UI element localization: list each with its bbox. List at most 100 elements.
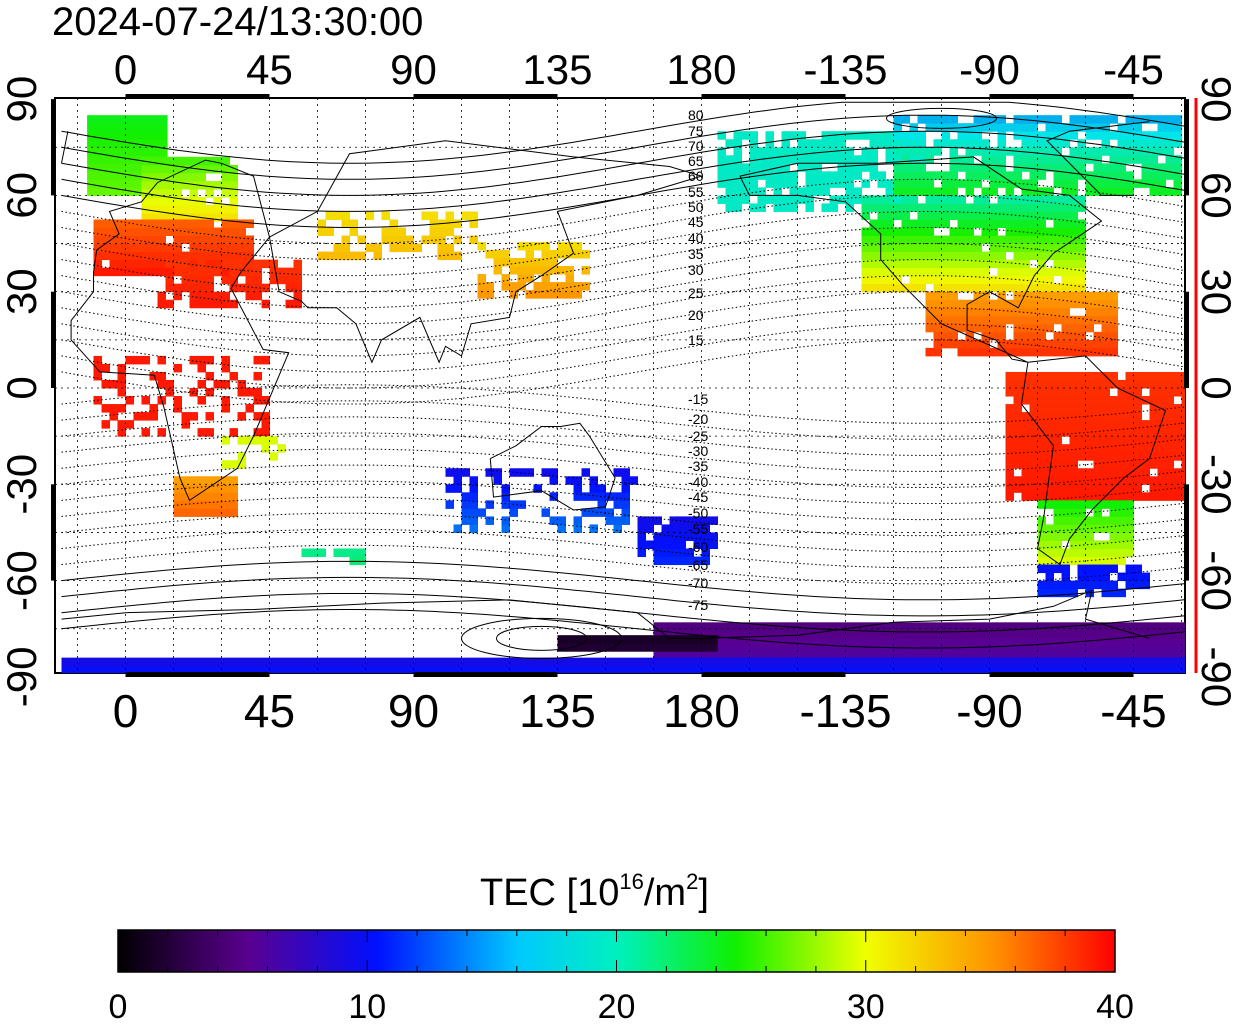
tec-cell: [997, 139, 1006, 148]
tec-cell: [869, 243, 878, 253]
tec-cell: [165, 156, 174, 166]
tec-cell: [1005, 243, 1014, 253]
tec-cell: [1085, 452, 1094, 461]
tec-cell: [949, 155, 958, 164]
tec-cell: [317, 251, 326, 261]
tec-cell: [205, 259, 214, 269]
tec-cell: [1181, 638, 1185, 647]
tec-cell: [517, 657, 526, 667]
tec-cell: [1013, 452, 1022, 461]
tec-cell: [781, 131, 790, 140]
tec-cell: [717, 155, 726, 164]
tec-cell: [1117, 492, 1126, 501]
tec-cell: [141, 227, 150, 237]
tec-cell: [1093, 540, 1102, 549]
tec-cell: [781, 163, 790, 172]
tec-cell: [1021, 476, 1030, 485]
tec-cell: [949, 267, 958, 277]
tec-cell: [1117, 412, 1126, 421]
tec-cell: [1045, 540, 1054, 549]
tec-cell: [221, 172, 230, 182]
tec-cell: [205, 371, 214, 381]
tec-cell: [1029, 219, 1038, 228]
tec-cell: [1045, 524, 1054, 533]
tec-cell: [1101, 548, 1110, 558]
tec-cell: [957, 275, 966, 285]
tec-cell: [189, 283, 198, 293]
tec-cell: [1109, 444, 1118, 453]
magnetic-contour: [61, 609, 1185, 649]
tec-cell: [101, 420, 110, 429]
tec-cell: [1165, 187, 1174, 196]
tec-cell: [1029, 646, 1038, 655]
tec-cell: [861, 275, 870, 285]
tec-cell: [1061, 251, 1070, 261]
tec-cell: [493, 249, 502, 259]
tec-cell: [205, 283, 214, 293]
tec-cell: [157, 172, 166, 182]
tec-cell: [237, 283, 246, 293]
tec-cell: [165, 164, 174, 174]
tec-cell: [997, 299, 1006, 309]
tec-cell: [125, 267, 134, 277]
tec-cell: [229, 508, 238, 517]
tec-cell: [981, 251, 990, 261]
tec-cell: [677, 532, 686, 541]
tec-cell: [965, 219, 974, 228]
tec-cell: [549, 665, 558, 673]
tec-cell: [821, 622, 830, 631]
tec-cell: [765, 155, 774, 164]
tec-cell: [853, 630, 862, 639]
tec-cell: [469, 657, 478, 667]
tec-cell: [61, 657, 70, 667]
axis-strip: [1184, 291, 1189, 388]
tec-cell: [693, 524, 702, 533]
tec-cell: [213, 235, 222, 245]
tec-cell: [909, 131, 918, 140]
tec-cell: [1125, 171, 1134, 180]
tec-cell: [909, 622, 918, 631]
tec-cell: [1157, 460, 1166, 469]
contour-labels: 8075706560555045403530252015-15-20-25-30…: [688, 107, 708, 613]
tec-cell: [109, 259, 118, 269]
tec-cell: [1005, 211, 1014, 220]
tec-cell: [909, 203, 918, 212]
axis-strip: [701, 94, 846, 99]
tec-cell: [1117, 540, 1126, 549]
tec-cell: [141, 197, 150, 206]
tec-cell: [1157, 379, 1166, 389]
tec-cell: [157, 665, 166, 673]
tec-cell: [1077, 444, 1086, 453]
tec-cell: [1061, 379, 1070, 389]
tec-cell: [965, 179, 974, 188]
tec-cell: [1173, 388, 1182, 397]
tec-cell: [989, 219, 998, 228]
tec-cell: [1077, 412, 1086, 421]
tec-cell: [1181, 379, 1185, 389]
tec-cell: [893, 251, 902, 261]
tec-cell: [485, 516, 494, 525]
tec-cell: [933, 323, 942, 333]
colorbar-title-end: ]: [698, 872, 709, 914]
tec-cell: [653, 548, 662, 558]
tec-cell: [525, 665, 534, 673]
tec-cell: [293, 657, 302, 667]
tec-cell: [87, 131, 96, 140]
tec-cell: [181, 235, 190, 245]
tec-cell: [861, 243, 870, 253]
tec-cell: [725, 657, 734, 667]
tec-cell: [957, 638, 966, 647]
contour-label: 75: [688, 123, 704, 139]
tec-cell: [669, 643, 678, 652]
tec-cell: [445, 243, 454, 253]
tec-cell: [517, 266, 526, 275]
tec-cell: [997, 219, 1006, 228]
tec-cell: [1085, 492, 1094, 501]
tec-cell: [997, 307, 1006, 317]
tec-cell: [541, 274, 550, 283]
tec-cell: [933, 219, 942, 228]
tec-cell: [501, 249, 510, 259]
tec-cell: [973, 339, 982, 349]
tec-cell: [1061, 299, 1070, 309]
tec-cell: [797, 163, 806, 172]
